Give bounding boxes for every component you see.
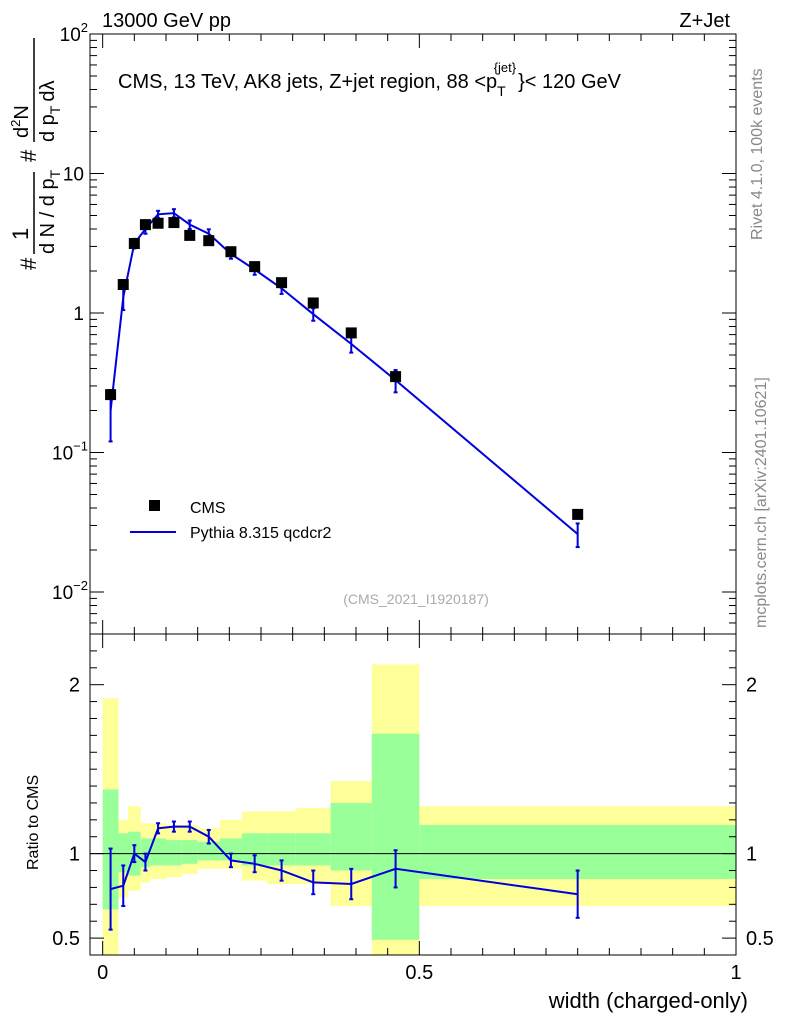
ratio-band-green <box>371 733 420 940</box>
x-tick-label: 0 <box>97 962 108 984</box>
svg-text:d pTdλ: d pTdλ <box>37 81 63 143</box>
ratio-tick-label-left: 0.5 <box>52 928 80 950</box>
y-tick-label: 102 <box>60 20 88 46</box>
ratio-band-green <box>166 840 182 866</box>
y-tick-label: 10−2 <box>52 578 88 604</box>
ratio-bands <box>102 664 736 955</box>
svg-text:#: # <box>16 149 41 162</box>
x-axis-label: width (charged-only) <box>548 988 748 1013</box>
ratio-band-green <box>197 841 220 861</box>
cms-data-point <box>307 297 319 309</box>
cms-data-point <box>152 217 164 229</box>
ratio-band-green <box>330 802 372 871</box>
chart-title: CMS, 13 TeV, AK8 jets, Z+jet region, 88 … <box>118 60 622 99</box>
cms-data-point <box>345 327 357 339</box>
svg-text:#: # <box>16 257 41 270</box>
cms-data-point <box>105 389 117 401</box>
header-left: 13000 GeV pp <box>102 10 231 32</box>
mcplots-label: mcplots.cern.ch [arXiv:2401.10621] <box>753 377 770 628</box>
legend-label-cms: CMS <box>190 500 226 517</box>
ratio-band-green <box>118 833 128 873</box>
legend: CMS Pythia 8.315 qcdcr2 <box>130 500 332 542</box>
y-tick-label: 10−1 <box>52 439 88 465</box>
ratio-band-green <box>181 840 198 864</box>
ratio-axes: 0.5 0.51 12 20 0.5 1 <box>52 633 774 984</box>
ratio-line <box>110 825 578 896</box>
main-axes: 10−2 10−1 1 10 102 <box>52 20 737 635</box>
cms-data-point <box>117 279 129 291</box>
ratio-band-green <box>150 838 166 866</box>
x-tick-label: 0.5 <box>405 962 433 984</box>
ratio-tick-label-left: 2 <box>69 675 80 697</box>
ratio-data <box>108 820 580 931</box>
ratio-tick-label-right: 2 <box>746 675 757 697</box>
pythia-line <box>109 212 579 535</box>
legend-label-pythia: Pythia 8.315 qcdcr2 <box>190 525 332 542</box>
cms-data-point <box>128 237 140 249</box>
rivet-label: Rivet 4.1.0, 100k events <box>749 68 766 240</box>
cms-data-point <box>184 229 196 241</box>
cms-data-point <box>249 261 261 273</box>
x-tick-label: 1 <box>730 962 741 984</box>
cms-data-point <box>390 371 402 383</box>
cms-data-point <box>276 277 288 289</box>
ratio-tick-label-right: 0.5 <box>746 928 774 950</box>
main-frame <box>89 33 737 635</box>
cms-data-point <box>168 217 180 229</box>
y-axis-label: # 1 d N / d pT # d2N d pTdλ <box>8 38 63 270</box>
svg-text:d N / d pT: d N / d pT <box>37 169 63 254</box>
y-tick-label: 1 <box>73 304 84 325</box>
svg-text:1: 1 <box>8 228 33 240</box>
legend-marker-cms <box>149 500 160 511</box>
cms-data-point <box>203 235 215 247</box>
watermark: (CMS_2021_I1920187) <box>343 591 489 607</box>
ratio-tick-label-left: 1 <box>69 844 80 866</box>
main-data <box>105 208 584 549</box>
ratio-frame <box>89 633 737 956</box>
ratio-band-green <box>295 833 331 866</box>
ratio-y-axis-label: Ratio to CMS <box>25 775 42 870</box>
ratio-tick-label-right: 1 <box>746 844 757 866</box>
cms-data-point <box>139 219 151 231</box>
cms-data-point <box>225 246 237 258</box>
header-right: Z+Jet <box>679 10 730 32</box>
y-tick-label: 10 <box>63 165 84 186</box>
svg-text:d2N: d2N <box>8 105 33 138</box>
cms-data-point <box>572 508 584 520</box>
